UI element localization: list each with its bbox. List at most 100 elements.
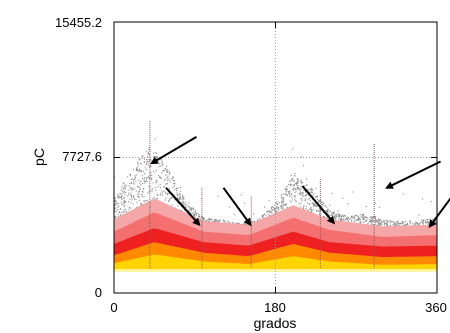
- scatter-point: [118, 195, 120, 197]
- scatter-point: [119, 215, 121, 217]
- scatter-point: [371, 219, 373, 221]
- scatter-point: [199, 216, 201, 218]
- scatter-point: [177, 187, 179, 189]
- scatter-point: [130, 179, 132, 181]
- scatter-point: [307, 209, 309, 211]
- scatter-point: [281, 206, 283, 208]
- scatter-point: [179, 197, 181, 199]
- scatter-point: [406, 224, 408, 226]
- scatter-point: [427, 222, 429, 224]
- scatter-point: [428, 218, 430, 220]
- scatter-point: [326, 210, 328, 212]
- scatter-point: [136, 168, 138, 170]
- scatter-point: [404, 223, 406, 225]
- scatter-point: [297, 187, 299, 189]
- annotation-arrow: [301, 185, 336, 225]
- scatter-point: [308, 197, 310, 199]
- scatter-point: [122, 182, 124, 184]
- scatter-point: [126, 211, 128, 213]
- scatter-point: [169, 171, 171, 173]
- scatter-point: [334, 214, 336, 216]
- scatter-point: [222, 219, 224, 221]
- scatter-point: [281, 200, 283, 202]
- density-band: [114, 228, 437, 258]
- scatter-point: [314, 203, 316, 205]
- scatter-point: [384, 221, 386, 223]
- scatter-point: [353, 220, 355, 222]
- scatter-point: [305, 194, 307, 196]
- scatter-point: [371, 217, 373, 219]
- scatter-point: [137, 196, 139, 198]
- scatter-point: [286, 188, 288, 190]
- scatter-point: [409, 223, 411, 225]
- scatter-point: [192, 209, 194, 211]
- scatter-point: [128, 194, 130, 196]
- scatter-point: [116, 211, 118, 213]
- scatter-point: [397, 222, 399, 224]
- scatter-point: [349, 218, 351, 220]
- scatter-point: [311, 192, 313, 194]
- scatter-point: [167, 194, 169, 196]
- scatter-point: [339, 216, 341, 218]
- scatter-point: [288, 184, 290, 186]
- scatter-point: [121, 194, 123, 196]
- scatter-point: [146, 180, 148, 182]
- scatter-point: [406, 222, 408, 224]
- scatter-point: [377, 223, 379, 225]
- annotation-arrow: [222, 187, 252, 227]
- scatter-point: [121, 196, 123, 198]
- scatter-point: [149, 153, 151, 155]
- scatter-point: [123, 196, 125, 198]
- scatter-point: [415, 222, 417, 224]
- scatter-point: [173, 183, 175, 185]
- scatter-point: [160, 159, 162, 161]
- scatter-point: [288, 192, 290, 194]
- scatter-point: [115, 201, 117, 203]
- scatter-point: [289, 181, 291, 183]
- scatter-point: [140, 170, 142, 172]
- scatter-point: [343, 219, 345, 221]
- scatter-point: [140, 163, 142, 165]
- scatter-point: [425, 222, 427, 224]
- scatter-point: [156, 182, 158, 184]
- scatter-point: [293, 195, 295, 197]
- scatter-point: [337, 214, 339, 216]
- scatter-point: [389, 225, 391, 227]
- scatter-point: [171, 204, 173, 206]
- scatter-point: [370, 221, 372, 223]
- scatter-point: [117, 197, 119, 199]
- scatter-point: [208, 219, 210, 221]
- scatter-point: [375, 221, 377, 223]
- scatter-point: [293, 184, 295, 186]
- scatter-point: [201, 216, 203, 218]
- scatter-point: [401, 222, 403, 224]
- scatter-point: [305, 206, 307, 208]
- scatter-point: [301, 193, 303, 195]
- scatter-point: [311, 190, 313, 192]
- scatter-point: [142, 178, 144, 180]
- scatter-point: [182, 196, 184, 198]
- scatter-point: [184, 204, 186, 206]
- scatter-point: [150, 176, 152, 178]
- scatter-point: [136, 186, 138, 188]
- scatter-point: [159, 183, 161, 185]
- scatter-point: [179, 199, 181, 201]
- scatter-point: [139, 186, 141, 188]
- scatter-point: [299, 190, 301, 192]
- scatter-point: [190, 208, 192, 210]
- scatter-point: [145, 200, 147, 202]
- scatter-point: [289, 183, 291, 185]
- scatter-point: [345, 219, 347, 221]
- scatter-point: [235, 223, 237, 225]
- scatter-point: [412, 222, 414, 224]
- scatter-point: [168, 188, 170, 190]
- scatter-point: [430, 201, 432, 203]
- scatter-point: [274, 204, 276, 206]
- scatter-point: [266, 211, 268, 213]
- scatter-point: [300, 202, 302, 204]
- scatter-point: [396, 223, 398, 225]
- scatter-point: [173, 185, 175, 187]
- grid-layer: [114, 22, 437, 293]
- scatter-point: [121, 195, 123, 197]
- scatter-point: [236, 222, 238, 224]
